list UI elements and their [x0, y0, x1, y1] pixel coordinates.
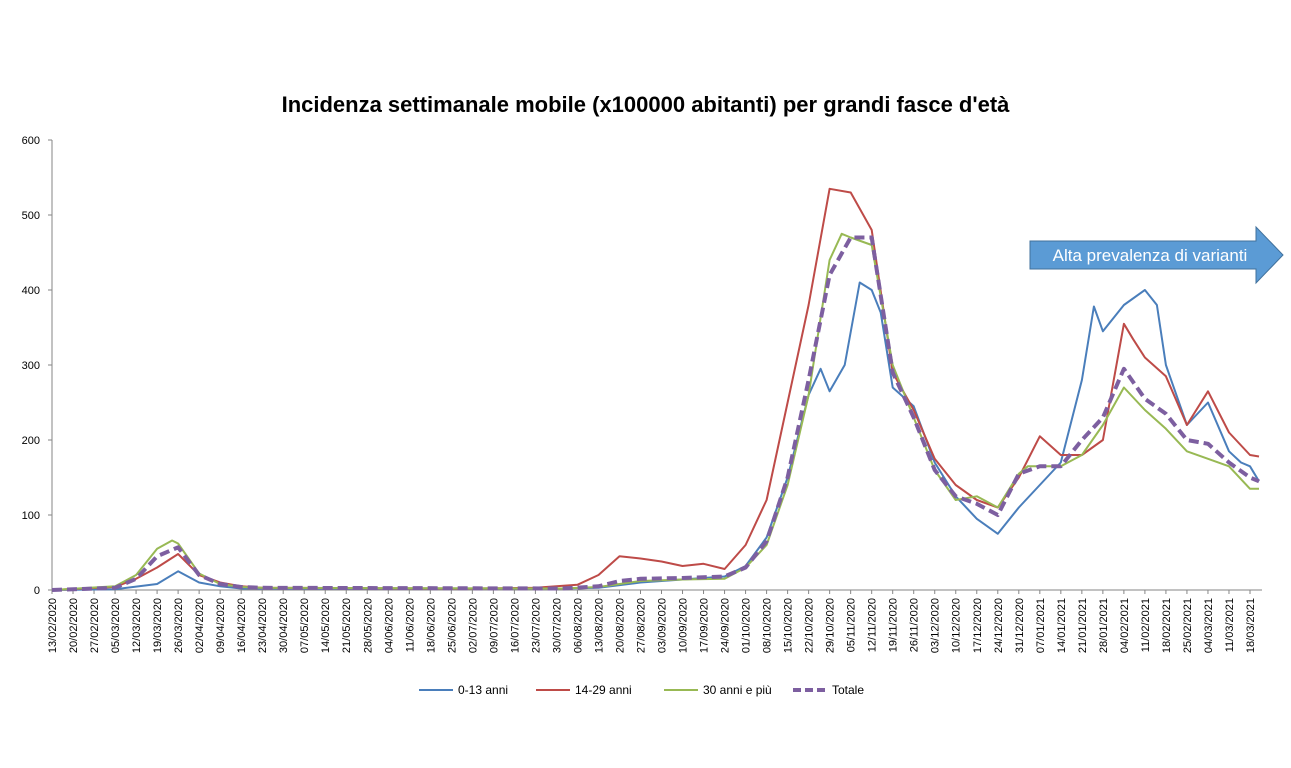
- x-tick-label: 24/12/2020: [993, 598, 1005, 653]
- x-tick-label: 21/01/2021: [1077, 598, 1089, 653]
- x-tick-label: 05/11/2020: [846, 598, 858, 652]
- chart-title: Incidenza settimanale mobile (x100000 ab…: [281, 92, 1010, 117]
- x-tick-label: 19/03/2020: [152, 598, 164, 653]
- x-tick-label: 14/01/2021: [1056, 598, 1068, 653]
- x-tick-label: 03/12/2020: [930, 598, 942, 653]
- x-tick-label: 18/03/2021: [1245, 598, 1257, 653]
- y-tick-label: 500: [22, 210, 40, 222]
- legend-label: 30 anni e più: [703, 683, 772, 697]
- series-lines: [51, 187, 1260, 592]
- x-tick-label: 01/10/2020: [741, 598, 753, 653]
- x-tick-label: 23/04/2020: [257, 598, 269, 653]
- x-tick-label: 02/07/2020: [467, 598, 479, 653]
- x-tick-label: 27/08/2020: [635, 598, 647, 653]
- x-tick-label: 10/12/2020: [951, 598, 963, 653]
- x-tick-label: 17/09/2020: [699, 598, 711, 653]
- series-line-totale: [51, 235, 1260, 592]
- x-tick-label: 26/11/2020: [909, 598, 921, 652]
- x-tick-label: 17/12/2020: [972, 598, 984, 653]
- y-tick-label: 400: [22, 285, 40, 297]
- callout-label: Alta prevalenza di varianti: [1053, 246, 1248, 265]
- x-tick-label: 11/06/2020: [404, 598, 416, 652]
- x-tick-label: 15/10/2020: [783, 598, 795, 653]
- series-line-0-13-anni: [51, 281, 1260, 591]
- x-tick-label: 07/05/2020: [299, 598, 311, 653]
- x-tick-label: 10/09/2020: [678, 598, 690, 653]
- y-tick-label: 600: [22, 135, 40, 147]
- x-tick-label: 12/11/2020: [867, 598, 879, 652]
- x-tick-label: 09/04/2020: [215, 598, 227, 653]
- legend-label: 14-29 anni: [575, 683, 632, 697]
- x-tick-label: 23/07/2020: [530, 598, 542, 653]
- series-line-30-anni-e-pi-: [51, 232, 1259, 591]
- x-tick-label: 21/05/2020: [341, 598, 353, 653]
- x-tick-label: 18/06/2020: [425, 598, 437, 653]
- y-tick-label: 0: [34, 585, 40, 597]
- x-tick-label: 12/03/2020: [131, 598, 143, 653]
- x-tick-label: 28/05/2020: [362, 598, 374, 653]
- x-tick-label: 19/11/2020: [888, 598, 900, 652]
- x-tick-label: 28/01/2021: [1098, 598, 1110, 653]
- x-tick-label: 26/03/2020: [173, 598, 185, 653]
- x-tick-label: 29/10/2020: [825, 598, 837, 653]
- y-tick-label: 200: [22, 435, 40, 447]
- y-axis-ticks: 0 100 200 300 400 500 600: [22, 135, 52, 597]
- x-tick-label: 14/05/2020: [320, 598, 332, 653]
- chart-legend: 0-13 anni 14-29 anni 30 anni e più Totale: [419, 683, 864, 697]
- x-tick-label: 04/02/2021: [1119, 598, 1131, 653]
- annotation-callout: Alta prevalenza di varianti: [1029, 225, 1284, 285]
- x-tick-label: 13/02/2020: [47, 598, 59, 653]
- callout-arrow-shape: [1029, 225, 1284, 285]
- x-tick-label: 04/06/2020: [383, 598, 395, 653]
- x-tick-label: 24/09/2020: [720, 598, 732, 653]
- y-tick-label: 300: [22, 360, 40, 372]
- x-tick-label: 16/07/2020: [509, 598, 521, 653]
- x-tick-label: 31/12/2020: [1014, 598, 1026, 653]
- x-tick-label: 08/10/2020: [762, 598, 774, 653]
- legend-label: Totale: [832, 683, 864, 697]
- x-tick-label: 25/02/2021: [1182, 598, 1194, 653]
- chart-axes: [51, 140, 1262, 591]
- x-tick-label: 06/08/2020: [572, 598, 584, 653]
- x-tick-label: 20/08/2020: [614, 598, 626, 653]
- x-tick-label: 03/09/2020: [657, 598, 669, 653]
- x-tick-label: 20/02/2020: [68, 598, 80, 653]
- x-tick-label: 25/06/2020: [446, 598, 458, 653]
- x-tick-label: 11/02/2021: [1140, 598, 1152, 652]
- y-tick-label: 100: [22, 510, 40, 522]
- x-axis-ticks: 13/02/2020 20/02/2020 27/02/2020 05/03/2020…: [47, 590, 1257, 653]
- x-tick-label: 09/07/2020: [488, 598, 500, 653]
- x-tick-label: 04/03/2021: [1203, 598, 1215, 653]
- x-tick-label: 07/01/2021: [1035, 598, 1047, 653]
- x-tick-label: 30/04/2020: [278, 598, 290, 653]
- x-tick-label: 05/03/2020: [110, 598, 122, 653]
- x-tick-label: 11/03/2021: [1224, 598, 1236, 652]
- x-tick-label: 22/10/2020: [804, 598, 816, 653]
- x-tick-label: 27/02/2020: [89, 598, 101, 653]
- x-tick-label: 13/08/2020: [593, 598, 605, 653]
- x-tick-label: 02/04/2020: [194, 598, 206, 653]
- x-tick-label: 18/02/2021: [1161, 598, 1173, 653]
- x-tick-label: 30/07/2020: [551, 598, 563, 653]
- x-tick-label: 16/04/2020: [236, 598, 248, 653]
- legend-label: 0-13 anni: [458, 683, 508, 697]
